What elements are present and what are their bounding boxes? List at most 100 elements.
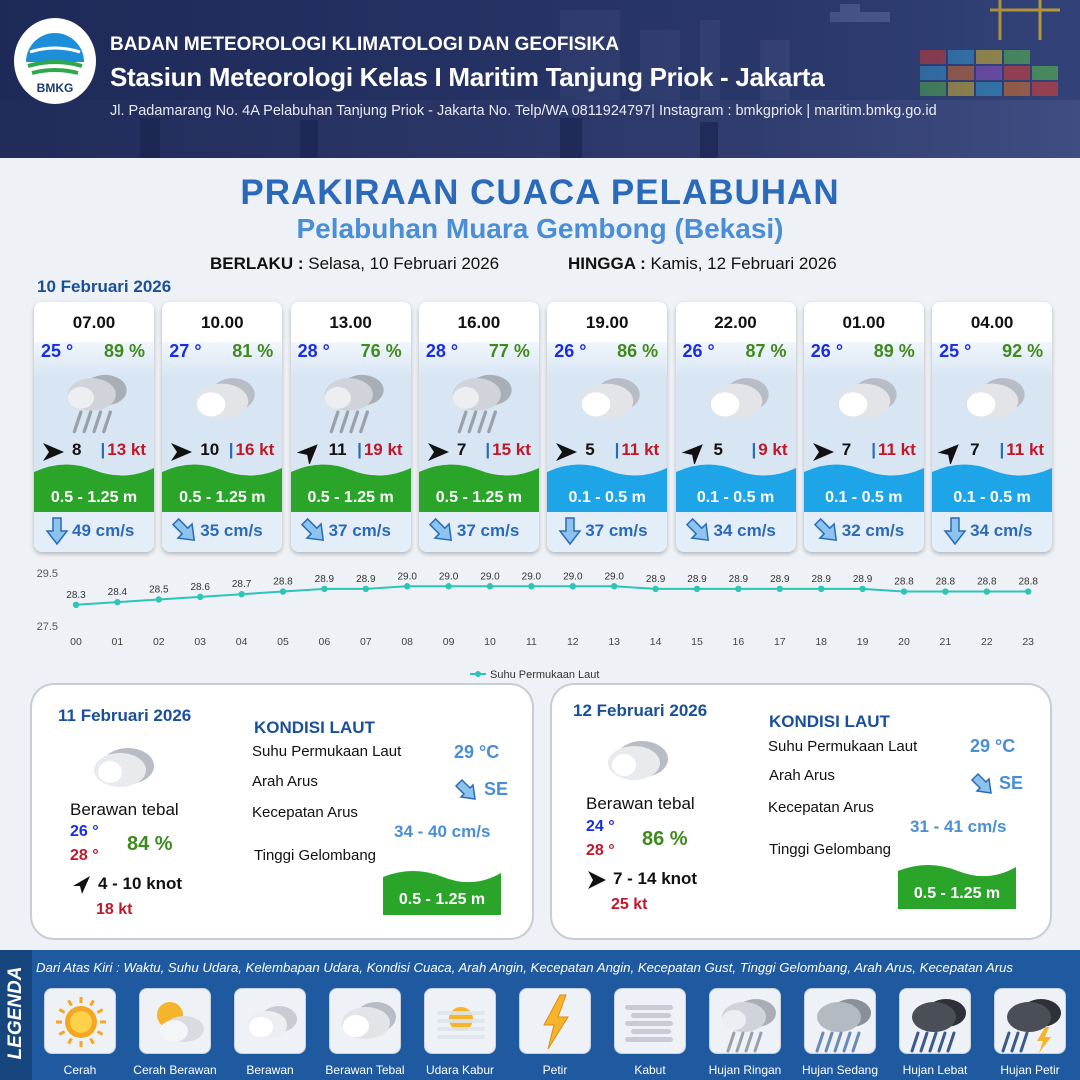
current-speed: 32 cm/s (841, 521, 905, 540)
current-arrow-icon (300, 517, 324, 542)
x-tick-label: 23 (1022, 636, 1034, 648)
wave-height: 0.5 - 1.25 m (50, 489, 138, 506)
gust-speed: | 13 kt (100, 440, 146, 459)
cloudy-heavy-icon (608, 741, 668, 780)
wave-height-value: 0.5 - 1.25 m (398, 891, 486, 908)
wave-height: 0.5 - 1.25 m (307, 489, 394, 506)
day-gust: 25 kt (611, 896, 648, 913)
legend-label: Hujan Sedang (801, 1063, 879, 1077)
sst-data-label: 28.9 (646, 574, 666, 585)
current-dir-label: Arah Arus (252, 773, 318, 790)
wind-speed: 5 (585, 440, 595, 459)
air-temperature: 25 ° (939, 341, 972, 361)
wave-height: 0.1 - 0.5 m (953, 489, 1031, 506)
humidity: 86 % (617, 341, 659, 361)
x-tick-label: 22 (981, 636, 993, 648)
day-gust: 18 kt (96, 901, 133, 918)
x-tick-label: 13 (608, 636, 620, 648)
x-tick-label: 17 (774, 636, 786, 648)
current-dir-label: Arah Arus (769, 767, 835, 784)
haze-icon (437, 1007, 485, 1039)
day-condition: Berawan tebal (70, 800, 179, 819)
gust-value: 19 kt (363, 440, 403, 459)
valid-to: HINGGA : Kamis, 12 Februari 2026 (568, 254, 837, 274)
wind-direction-icon (296, 444, 318, 466)
legend: LEGENDA Dari Atas Kiri : Waktu, Suhu Uda… (0, 950, 1080, 1080)
x-tick-label: 10 (484, 636, 496, 648)
current-speed: 37 cm/s (328, 521, 391, 540)
legend-label: Cerah (63, 1063, 97, 1077)
sst-point (362, 585, 369, 593)
sst-point (942, 588, 949, 595)
sst-point (983, 588, 990, 595)
sst-data-label: 28.9 (853, 574, 873, 585)
rain-moderate-icon (815, 999, 871, 1053)
wave-height: 0.5 - 1.25 m (435, 489, 523, 506)
air-temperature: 26 ° (810, 341, 844, 361)
legend-label: Kabut (634, 1063, 666, 1077)
valid-from: BERLAKU : Selasa, 10 Februari 2026 (210, 254, 499, 274)
current-speed-label: Kecepatan Arus (252, 804, 358, 821)
wave-shape (932, 464, 1053, 512)
x-tick-label: 11 (526, 636, 537, 648)
wind-direction-icon (588, 871, 606, 889)
wave-shape (803, 464, 924, 512)
legend-label: Berawan Tebal (325, 1063, 405, 1077)
day-temp-max: 28 ° (586, 842, 615, 859)
air-temperature: 28 ° (297, 341, 330, 361)
sst-point (404, 583, 411, 590)
current-speed: 34 cm/s (713, 521, 776, 540)
cloudy-heavy-icon (581, 378, 640, 419)
wind-speed: 10 (200, 440, 220, 459)
x-tick-label: 07 (360, 636, 372, 648)
gust-speed: | 11 kt (871, 440, 916, 459)
rain-heavy-icon (910, 999, 966, 1053)
forecast-card: 16.00 28 ° 77 % 7 | 15 kt 0.5 - 1.25 m 37… (418, 302, 539, 552)
wind-speed: 11 (328, 440, 347, 459)
sst-point (735, 585, 742, 593)
legend-label: Hujan Lebat (902, 1063, 968, 1077)
sst-data-label: 29.0 (604, 571, 624, 582)
station-name: Stasiun Meteorologi Kelas I Maritim Tanj… (110, 62, 825, 92)
wave-height-value: 0.5 - 1.25 m (913, 885, 1001, 902)
gust-value: 13 kt (107, 440, 146, 459)
gust-value: 11 kt (1006, 440, 1045, 459)
sst-data-label: 29.0 (397, 571, 417, 582)
forecast-time: 22.00 (714, 313, 757, 332)
x-tick-label: 20 (898, 636, 910, 648)
current-speed-value: 31 - 41 cm/s (910, 817, 1007, 836)
legend-icon-box (234, 988, 306, 1054)
agency-name: BADAN METEOROLOGI KLIMATOLOGI DAN GEOFIS… (110, 34, 620, 55)
gust-speed: | 19 kt (357, 440, 403, 459)
current-speed: 37 cm/s (456, 521, 520, 540)
valid-from-value: Selasa, 10 Februari 2026 (308, 254, 500, 273)
day-date: 12 Februari 2026 (573, 701, 708, 720)
gust-value: 11 kt (621, 440, 660, 459)
valid-to-label: HINGGA : (568, 254, 646, 273)
x-tick-label: 21 (940, 636, 952, 648)
forecast-card: 19.00 26 ° 86 % 5 | 11 kt 0.1 - 0.5 m 37 … (547, 302, 668, 552)
current-speed: 37 cm/s (585, 521, 648, 540)
x-tick-label: 06 (319, 636, 331, 648)
legend-icon-box (614, 988, 686, 1054)
sst-series-line (75, 585, 1029, 606)
wind-direction-icon (43, 443, 64, 461)
sst-label: Suhu Permukaan Laut (252, 743, 402, 760)
humidity: 89 % (873, 341, 915, 361)
rain-light-icon (67, 374, 127, 434)
sst-data-label: 28.7 (232, 579, 252, 590)
station-contact: Jl. Padamarang No. 4A Pelabuhan Tanjung … (110, 103, 937, 119)
sst-data-label: 28.8 (273, 577, 293, 588)
x-tick-label: 19 (857, 636, 869, 648)
cloudy-heavy-icon (965, 378, 1025, 419)
legend-label: Hujan Petir (1000, 1063, 1060, 1077)
sun-cloud-icon (157, 1002, 204, 1042)
day-humidity: 84 % (127, 833, 173, 855)
sst-data-label: 28.9 (729, 574, 749, 585)
sst-point (114, 598, 121, 606)
sea-condition-title: KONDISI LAUT (254, 718, 375, 737)
lightning-icon (543, 994, 569, 1050)
sst-data-label: 28.8 (977, 577, 997, 588)
day-panel-2: 12 Februari 2026 Berawan tebal 24 ° 28 °… (552, 685, 1050, 938)
valid-from-label: BERLAKU : (210, 254, 304, 273)
